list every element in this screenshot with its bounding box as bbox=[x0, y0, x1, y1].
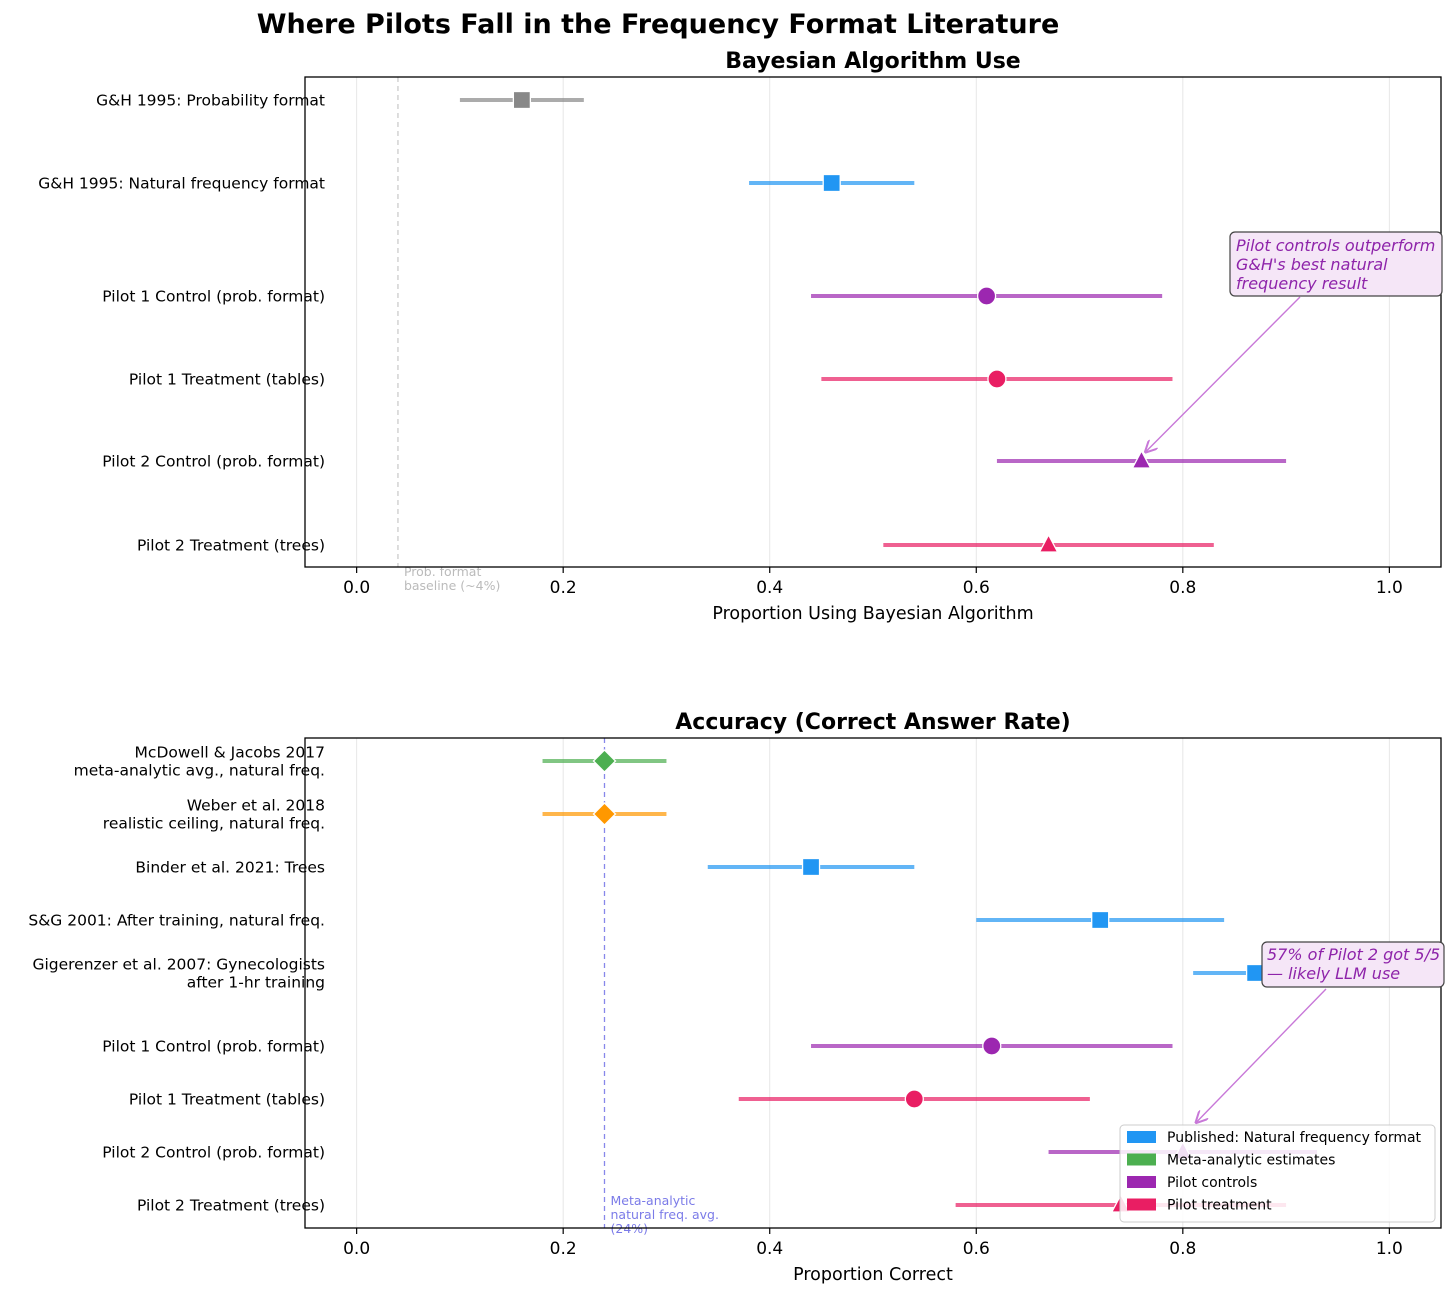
annotation-box bbox=[1261, 941, 1445, 988]
legend-label: Pilot treatment bbox=[1167, 1198, 1272, 1214]
data-point bbox=[1131, 449, 1152, 469]
panel-title: Accuracy (Correct Answer Rate) bbox=[675, 710, 1070, 735]
row-label: G&H 1995: Probability format bbox=[96, 92, 325, 110]
forest-row bbox=[883, 533, 1214, 553]
panel-bayesian-algorithm-use: Bayesian Algorithm Use Prob. formatbaseli… bbox=[38, 49, 1443, 624]
forest-row bbox=[811, 286, 1163, 306]
row-label: Pilot 1 Control (prob. format) bbox=[102, 1038, 325, 1056]
forest-row bbox=[821, 369, 1173, 389]
x-axis-label: Proportion Using Bayesian Algorithm bbox=[712, 604, 1033, 624]
annotation-text: — likely LLM use bbox=[1267, 964, 1400, 983]
row-label: G&H 1995: Natural frequency format bbox=[38, 175, 325, 193]
legend-swatch bbox=[1127, 1198, 1156, 1211]
forest-row bbox=[459, 90, 584, 110]
annotation-text: 57% of Pilot 2 got 5/5 bbox=[1267, 945, 1440, 964]
data-point bbox=[592, 749, 617, 773]
data-point bbox=[1245, 963, 1265, 983]
x-tick-label: 1.0 bbox=[1376, 1239, 1403, 1259]
forest-row bbox=[976, 910, 1225, 930]
row-label: Pilot 2 Control (prob. format) bbox=[102, 1144, 325, 1162]
legend-frame bbox=[1119, 1124, 1436, 1223]
reference-line-label: Prob. format bbox=[404, 564, 482, 579]
data-point bbox=[592, 802, 617, 826]
x-tick-label: 0.0 bbox=[343, 578, 370, 598]
row-label: Weber et al. 2018 bbox=[187, 797, 325, 815]
row-label: realistic ceiling, natural freq. bbox=[103, 815, 325, 833]
legend-swatch bbox=[1127, 1176, 1156, 1188]
row-label: Pilot 2 Treatment (trees) bbox=[137, 1197, 325, 1215]
row-label: Pilot 2 Treatment (trees) bbox=[137, 537, 325, 555]
x-axis-label: Proportion Correct bbox=[793, 1265, 953, 1285]
reference-line-label: natural freq. avg. bbox=[610, 1207, 718, 1222]
forest-row bbox=[738, 1089, 1090, 1109]
x-tick-label: 0.8 bbox=[1169, 1239, 1196, 1259]
row-label: Pilot 1 Treatment (tables) bbox=[129, 1091, 325, 1109]
row-label: McDowell & Jacobs 2017 bbox=[135, 744, 325, 762]
legend-label: Meta-analytic estimates bbox=[1167, 1153, 1335, 1169]
x-tick-label: 0.2 bbox=[550, 1239, 577, 1259]
x-tick-label: 0.6 bbox=[963, 1239, 990, 1259]
row-label: meta-analytic avg., natural freq. bbox=[74, 762, 325, 780]
row-label: after 1-hr training bbox=[187, 974, 325, 992]
data-point bbox=[982, 1036, 1002, 1056]
x-tick-label: 0.4 bbox=[756, 578, 783, 598]
data-point bbox=[1038, 533, 1059, 553]
legend-label: Pilot controls bbox=[1167, 1175, 1257, 1191]
legend: Published: Natural frequency format Meta-… bbox=[1119, 1124, 1436, 1223]
data-point bbox=[822, 173, 841, 193]
annotation-arrow bbox=[1146, 296, 1301, 452]
data-point bbox=[987, 369, 1007, 389]
data-point bbox=[1091, 910, 1110, 930]
x-tick-label: 1.0 bbox=[1376, 578, 1403, 598]
row-label: Pilot 1 Control (prob. format) bbox=[102, 288, 325, 306]
annotation-text: Pilot controls outperform bbox=[1236, 236, 1435, 255]
data-point bbox=[512, 90, 532, 110]
axes-frame bbox=[304, 76, 1442, 568]
x-tick-label: 0.8 bbox=[1169, 578, 1196, 598]
annotation-text: G&H's best natural bbox=[1236, 255, 1388, 274]
data-point bbox=[904, 1089, 924, 1109]
legend-swatch bbox=[1127, 1131, 1156, 1143]
figure-title: Where Pilots Fall in the Frequency Forma… bbox=[257, 9, 1060, 40]
reference-line-label: baseline (~4%) bbox=[404, 578, 500, 593]
data-point bbox=[801, 857, 821, 877]
forest-row bbox=[749, 173, 915, 193]
forest-row bbox=[542, 749, 667, 773]
x-tick-label: 0.4 bbox=[756, 1239, 783, 1259]
row-label: S&G 2001: After training, natural freq. bbox=[28, 912, 325, 930]
forest-row bbox=[996, 449, 1287, 469]
annotation-arrow bbox=[1196, 988, 1327, 1123]
legend-label: Published: Natural frequency format bbox=[1167, 1130, 1422, 1146]
legend-swatch bbox=[1127, 1153, 1156, 1166]
x-tick-label: 0.2 bbox=[550, 578, 577, 598]
forest-row bbox=[811, 1036, 1173, 1056]
forest-row bbox=[542, 802, 667, 826]
row-label: Binder et al. 2021: Trees bbox=[135, 859, 325, 877]
panel-title: Bayesian Algorithm Use bbox=[725, 49, 1020, 74]
row-label: Pilot 2 Control (prob. format) bbox=[102, 453, 325, 471]
data-point bbox=[976, 286, 997, 306]
annotation-text: frequency result bbox=[1236, 274, 1368, 293]
annotation-box bbox=[1229, 231, 1443, 297]
x-tick-label: 0.0 bbox=[343, 1239, 370, 1259]
reference-line-label: Meta-analytic bbox=[610, 1193, 695, 1208]
row-label: Pilot 1 Treatment (tables) bbox=[129, 371, 325, 389]
row-label: Gigerenzer et al. 2007: Gynecologists bbox=[32, 956, 325, 974]
panel-accuracy: Accuracy (Correct Answer Rate) Meta-analy… bbox=[28, 710, 1445, 1285]
x-tick-label: 0.6 bbox=[963, 578, 990, 598]
forest-row bbox=[707, 857, 915, 877]
